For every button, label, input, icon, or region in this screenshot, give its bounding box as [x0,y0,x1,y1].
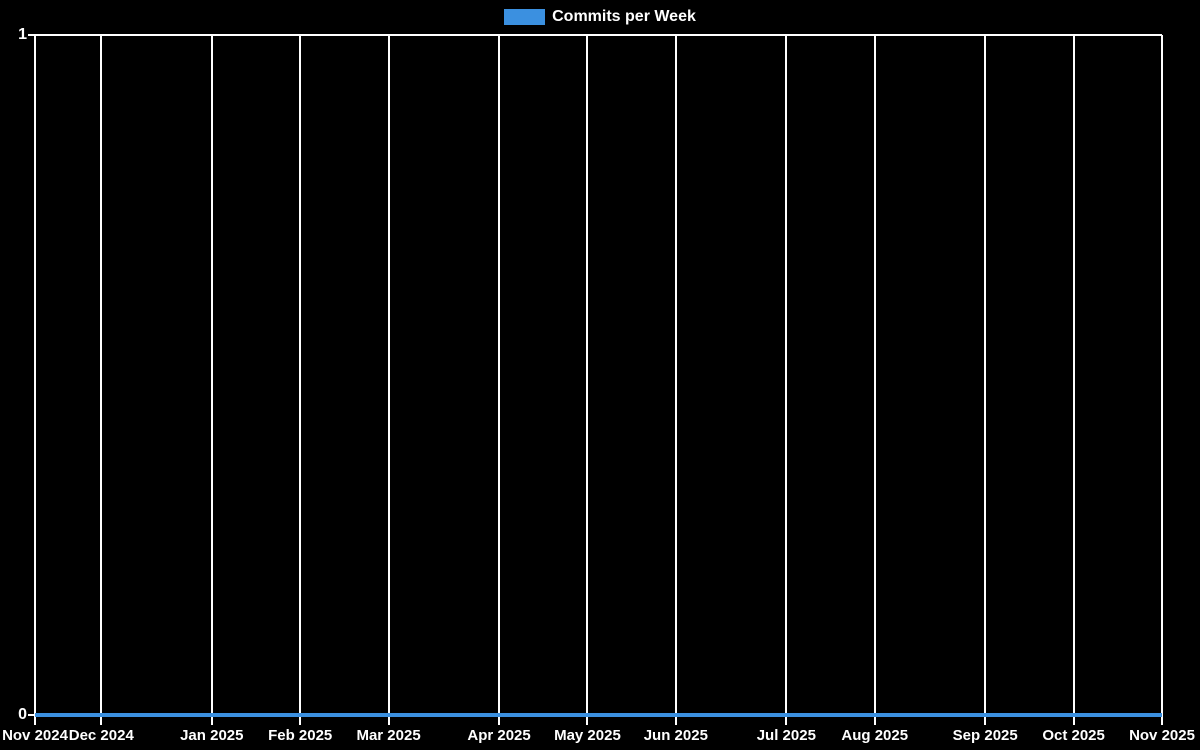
gridline-aug-2025 [873,35,876,725]
y-tick-mark-top [28,34,35,36]
x-tick-label-nov-2025: Nov 2025 [1129,727,1195,744]
x-tick-label-sep-2025: Sep 2025 [952,727,1018,744]
y-axis-tick-label-min: 0 [18,706,27,723]
x-tick-label-jul-2025: Jul 2025 [756,727,816,744]
x-tick-label-dec-2024: Dec 2024 [68,727,134,744]
gridline-jul-2025 [785,35,788,725]
gridline-may-2025 [586,35,589,725]
gridline-nov-2025 [1161,35,1163,725]
x-tick-label-oct-2025: Oct 2025 [1042,727,1105,744]
x-axis-labels: Nov 2024 Dec 2024 Jan 2025 Feb 2025 Mar 2025… [2,35,1195,744]
x-tick-label-may-2025: May 2025 [554,727,621,744]
x-tick-label-aug-2025: Aug 2025 [841,727,909,744]
x-tick-label-jun-2025: Jun 2025 [643,727,708,744]
y-tick-mark-bottom [28,714,35,716]
gridline-jun-2025 [674,35,677,725]
x-tick-label-mar-2025: Mar 2025 [356,727,421,744]
commits-data-line [35,35,1162,715]
gridline-sep-2025 [984,35,987,725]
gridline-y-max [35,34,1162,36]
gridline-dec-2024 [100,35,103,725]
legend-swatch [504,9,546,25]
gridline-apr-2025 [498,35,501,725]
gridline-feb-2025 [299,35,302,725]
x-tick-label-apr-2025: Apr 2025 [467,727,531,744]
x-tick-label-feb-2025: Feb 2025 [268,727,333,744]
gridline-nov-2024 [34,35,36,725]
plot-area: 1 0 Nov 2024 Dec 2024 Jan 2025 Feb 2025 Mar … [2,34,1195,744]
vertical-gridlines [34,35,1163,725]
y-axis-tick-label-max: 1 [18,26,27,43]
chart-legend[interactable]: Commits per Week [0,8,1200,26]
gridline-oct-2025 [1072,35,1075,725]
gridline-mar-2025 [387,35,390,725]
legend-label: Commits per Week [552,8,696,25]
x-tick-label-nov-2024: Nov 2024 [2,727,68,744]
x-tick-label-jan-2025: Jan 2025 [180,727,244,744]
gridline-jan-2025 [210,35,213,725]
